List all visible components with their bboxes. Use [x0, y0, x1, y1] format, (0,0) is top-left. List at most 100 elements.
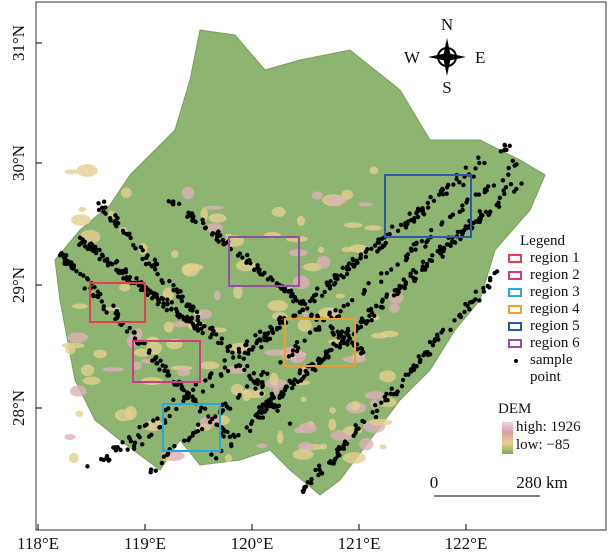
sample-point — [181, 399, 185, 403]
sample-point — [503, 143, 507, 147]
sample-point — [163, 364, 167, 368]
sample-point — [191, 397, 195, 401]
sample-point — [379, 271, 383, 275]
sample-point — [186, 438, 190, 442]
sample-point — [313, 468, 317, 472]
sample-point — [221, 242, 225, 246]
sample-point — [395, 262, 399, 266]
sample-point — [260, 381, 264, 385]
sample-point — [454, 177, 458, 181]
sample-point — [170, 300, 174, 304]
sample-point — [287, 379, 291, 383]
sample-point — [341, 275, 345, 279]
sample-point — [200, 427, 204, 431]
sample-point — [345, 272, 349, 276]
sample-point — [225, 430, 229, 434]
sample-point — [317, 467, 321, 471]
relief-patch — [380, 445, 387, 450]
legend-swatch — [514, 359, 518, 363]
sample-point — [409, 368, 413, 372]
sample-point — [252, 268, 256, 272]
sample-point — [223, 365, 227, 369]
sample-point — [382, 395, 386, 399]
sample-point — [175, 313, 179, 317]
sample-point — [426, 205, 430, 209]
sample-point — [93, 245, 97, 249]
relief-patch — [317, 256, 330, 269]
sample-point — [501, 178, 505, 182]
relief-patch — [182, 187, 194, 200]
sample-point — [128, 275, 132, 279]
sample-point — [174, 407, 178, 411]
sample-point — [474, 290, 478, 294]
sample-point — [428, 195, 432, 199]
relief-patch — [312, 191, 323, 199]
relief-patch — [328, 418, 336, 430]
relief-patch — [83, 377, 101, 385]
sample-point — [486, 184, 490, 188]
sample-point — [333, 308, 337, 312]
sample-point — [210, 417, 214, 421]
sample-point — [214, 422, 218, 426]
sample-point — [246, 352, 250, 356]
sample-point — [360, 347, 364, 351]
sample-point — [74, 269, 78, 273]
sample-point — [215, 231, 219, 235]
sample-point — [111, 445, 115, 449]
sample-point — [229, 442, 233, 446]
sample-point — [482, 161, 486, 165]
sample-point — [284, 385, 288, 389]
relief-patch — [78, 207, 85, 212]
relief-patch — [365, 391, 385, 399]
sample-point — [204, 225, 208, 229]
sample-point — [245, 253, 249, 257]
sample-point — [440, 188, 444, 192]
sample-point — [115, 316, 119, 320]
sample-point — [295, 349, 299, 353]
sample-point — [385, 271, 389, 275]
sample-point — [144, 262, 148, 266]
sample-point — [302, 488, 306, 492]
sample-point — [291, 314, 295, 318]
sample-point — [203, 378, 207, 382]
sample-point — [452, 318, 456, 322]
sample-point — [182, 438, 186, 442]
sample-point — [439, 330, 443, 334]
sample-point — [248, 261, 252, 265]
sample-point — [134, 276, 138, 280]
sample-point — [289, 294, 293, 298]
sample-point — [79, 241, 83, 245]
sample-point — [477, 298, 481, 302]
sample-point — [104, 310, 108, 314]
sample-point — [370, 410, 374, 414]
sample-point — [328, 284, 332, 288]
sample-point — [460, 203, 464, 207]
sample-point — [299, 378, 303, 382]
sample-point — [412, 216, 416, 220]
dem-high: high: 1926 — [516, 418, 608, 436]
y-tick-label: 28°N — [9, 390, 28, 426]
sample-point — [194, 430, 198, 434]
sample-point — [137, 425, 141, 429]
sample-point — [121, 230, 125, 234]
sample-point — [236, 433, 240, 437]
sample-point — [324, 352, 328, 356]
sample-point — [140, 257, 144, 261]
sample-point — [236, 253, 240, 257]
relief-patch — [62, 343, 85, 349]
sample-point — [509, 182, 513, 186]
sample-point — [147, 434, 151, 438]
legend-item: region 5 — [506, 318, 604, 335]
sample-point — [352, 263, 356, 267]
sample-point — [166, 406, 170, 410]
sample-point — [288, 421, 292, 425]
sample-point — [211, 231, 215, 235]
sample-point — [125, 329, 129, 333]
legend-item: region 2 — [506, 267, 604, 284]
sample-point — [209, 371, 213, 375]
sample-point — [165, 297, 169, 301]
relief-patch — [225, 454, 232, 462]
sample-point — [502, 148, 506, 152]
sample-point — [237, 355, 241, 359]
relief-patch — [342, 190, 354, 200]
